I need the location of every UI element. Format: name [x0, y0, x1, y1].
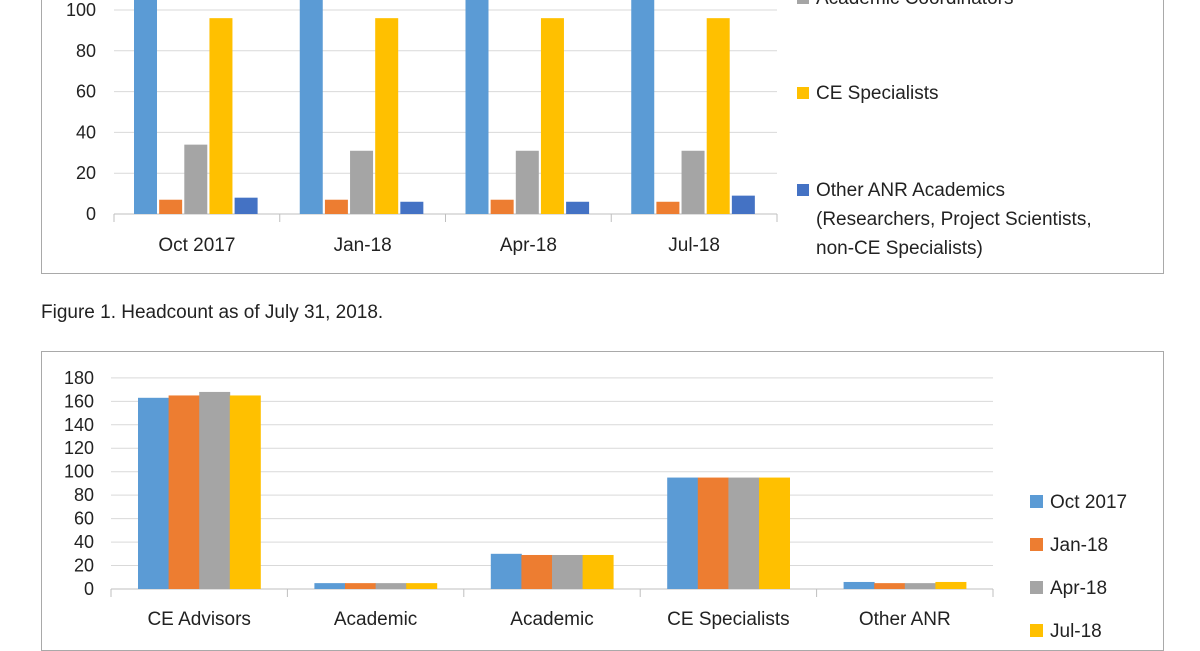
- legend-swatch: [797, 87, 809, 99]
- legend-label: Apr-18: [1050, 578, 1107, 599]
- y-tick-label: 20: [76, 163, 96, 183]
- bar-jul-18-series-0: [631, 0, 655, 214]
- legend-swatch: [797, 0, 809, 4]
- bar-academic-series-2: [552, 554, 583, 589]
- figure-caption: Figure 1. Headcount as of July 31, 2018.: [41, 302, 384, 323]
- y-tick-label: 0: [84, 579, 94, 599]
- x-category-label: Oct 2017: [158, 235, 235, 256]
- bar-jan-18-series-2: [350, 150, 374, 214]
- y-tick-label: 60: [76, 82, 96, 102]
- bar-apr-18-series-1: [490, 199, 514, 214]
- bar-jan-18-series-3: [375, 18, 399, 214]
- bar-ce-advisors-series-3: [229, 395, 261, 589]
- bar-jul-18-series-3: [706, 18, 730, 214]
- y-tick-label: 160: [64, 391, 94, 411]
- legend-swatch: [1030, 581, 1043, 594]
- bar-ce-advisors-series-0: [138, 397, 169, 589]
- legend-swatch: [797, 184, 809, 196]
- y-tick-label: 140: [64, 415, 94, 435]
- y-tick-label: 180: [64, 368, 94, 388]
- y-tick-label: 40: [76, 122, 96, 142]
- y-tick-label: 100: [66, 0, 96, 20]
- bar-academic-series-2: [375, 583, 407, 589]
- x-category-label: Other ANR: [859, 609, 951, 630]
- bar-other-anr-series-1: [874, 583, 906, 589]
- bar-ce-specialists-series-2: [728, 477, 760, 589]
- bar-other-anr-series-3: [935, 581, 967, 589]
- bar-academic-series-1: [345, 583, 376, 589]
- bar-jan-18-series-4: [400, 201, 424, 214]
- bar-apr-18-series-3: [540, 18, 564, 214]
- legend-label: Jul-18: [1050, 621, 1102, 642]
- bar-ce-specialists-series-3: [759, 477, 790, 589]
- x-category-label: Jul-18: [668, 235, 720, 256]
- y-tick-label: 100: [64, 462, 94, 482]
- bar-apr-18-series-2: [515, 150, 539, 214]
- x-category-label: CE Specialists: [667, 609, 790, 630]
- bar-ce-advisors-series-2: [199, 391, 231, 589]
- y-tick-label: 80: [74, 485, 94, 505]
- bar-academic-series-0: [490, 553, 522, 589]
- legend-label: non-CE Specialists): [816, 238, 983, 259]
- chart-1: 0 20 40 60 80 100 Oct 2017 Jan-18 Apr-18 Jul-18 Ac…: [66, 0, 1092, 259]
- bar-academic-series-1: [521, 554, 553, 589]
- bar-oct-2017-series-3: [209, 18, 233, 214]
- legend-label: Academic Coordinators: [816, 0, 1013, 9]
- bar-academic-series-3: [406, 583, 438, 589]
- y-tick-label: 20: [74, 556, 94, 576]
- bar-oct-2017-series-2: [184, 144, 208, 214]
- legend-label: Oct 2017: [1050, 492, 1127, 513]
- legend-label: Other ANR Academics: [816, 180, 1005, 201]
- y-tick-label: 80: [76, 41, 96, 61]
- legend-label: CE Specialists: [816, 83, 939, 104]
- bar-jul-18-series-2: [681, 150, 705, 214]
- legend-swatch: [1030, 495, 1043, 508]
- x-category-label: Apr-18: [500, 235, 557, 256]
- bar-jan-18-series-0: [299, 0, 323, 214]
- y-tick-label: 60: [74, 509, 94, 529]
- x-category-label: Academic: [334, 609, 417, 630]
- bar-apr-18-series-0: [465, 0, 489, 214]
- legend-label: Jan-18: [1050, 535, 1108, 556]
- x-category-label: CE Advisors: [147, 609, 250, 630]
- y-tick-label: 120: [64, 438, 94, 458]
- bar-ce-advisors-series-1: [168, 395, 200, 589]
- x-category-label: Jan-18: [334, 235, 392, 256]
- bar-jul-18-series-1: [656, 201, 680, 214]
- bar-academic-series-3: [582, 554, 614, 589]
- x-category-label: Academic: [510, 609, 593, 630]
- bar-ce-specialists-series-1: [697, 477, 729, 589]
- y-tick-label: 40: [74, 532, 94, 552]
- bar-other-anr-series-2: [904, 583, 936, 589]
- legend-swatch: [1030, 624, 1043, 637]
- bar-oct-2017-series-1: [159, 199, 183, 214]
- chart-2: 0 20 40 60 80 100 120 140 160 180 CE Advisors Acade…: [64, 368, 1127, 642]
- bar-apr-18-series-4: [566, 201, 590, 214]
- y-tick-label: 0: [86, 204, 96, 224]
- bar-academic-series-0: [314, 583, 346, 589]
- bar-other-anr-series-0: [843, 581, 875, 589]
- bar-ce-specialists-series-0: [667, 477, 699, 589]
- bar-oct-2017-series-0: [134, 0, 157, 214]
- bar-oct-2017-series-4: [234, 197, 258, 214]
- bar-jul-18-series-4: [731, 195, 755, 214]
- legend-swatch: [1030, 538, 1043, 551]
- legend-label: (Researchers, Project Scientists,: [816, 209, 1092, 230]
- bar-jan-18-series-1: [324, 199, 348, 214]
